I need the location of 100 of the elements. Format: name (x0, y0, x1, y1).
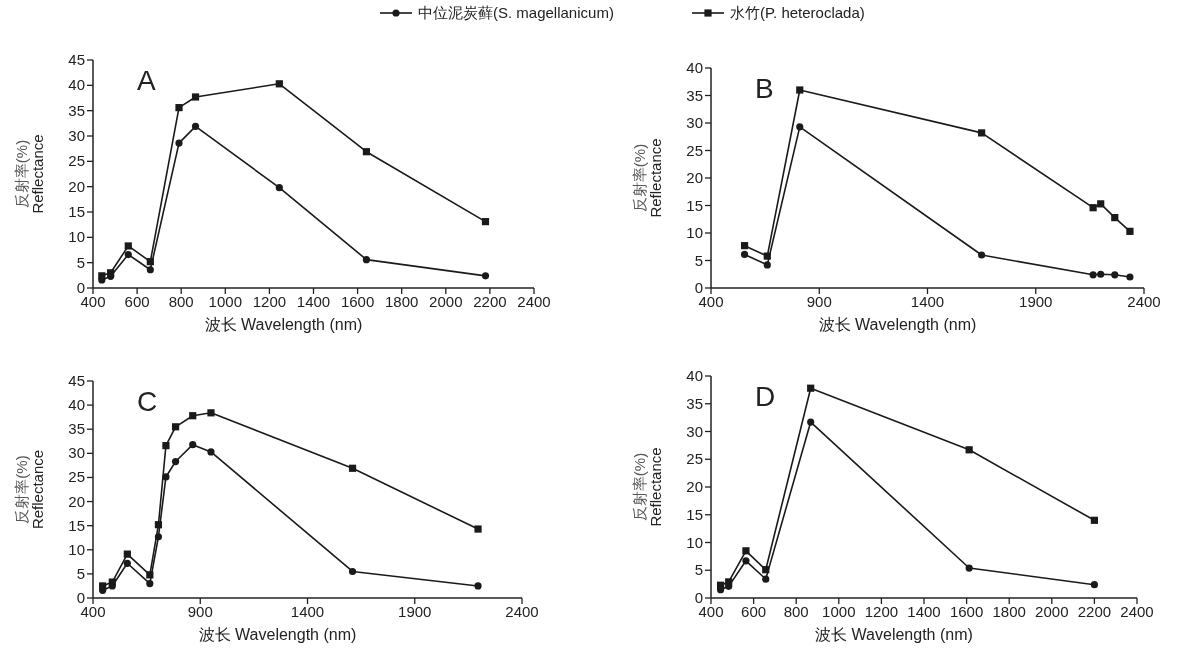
point (362, 256, 371, 264)
y-tick-label: 30 (68, 444, 85, 462)
y-axis-title: 反射率(%) Reflectance (631, 138, 664, 218)
x-tick-label: 400 (80, 603, 106, 620)
y-tick-label: 5 (76, 564, 85, 582)
point (189, 412, 197, 420)
point (146, 266, 154, 274)
y-tick-label: 25 (68, 468, 85, 486)
x-tick-label: 1900 (1019, 293, 1053, 310)
point (191, 93, 200, 101)
annotation: D (755, 381, 776, 412)
x-tick-label: 2200 (473, 293, 507, 310)
y-tick-label: 25 (68, 152, 85, 170)
y-tick-label: 20 (68, 177, 85, 195)
y-tick-label: 15 (686, 196, 703, 214)
point (124, 250, 132, 259)
y-tick-label: 0 (76, 589, 85, 606)
y-tick-label: 0 (76, 279, 85, 296)
legend-label: 中位泥炭藓(S. magellanicum) (418, 4, 614, 21)
legend-label: 水竹(P. heteroclada) (730, 4, 865, 21)
x-tick-label: 1800 (385, 293, 419, 310)
point (362, 148, 371, 156)
point (99, 582, 107, 590)
point (796, 123, 804, 131)
point (1089, 271, 1097, 279)
point (175, 104, 183, 112)
point (742, 547, 750, 555)
x-axis-title: 波长 Wavelength (nm) (204, 316, 363, 333)
point (124, 242, 132, 250)
y-tick-label: 0 (694, 279, 703, 296)
y-tick-label: 35 (68, 101, 85, 119)
point (171, 423, 180, 431)
point (171, 457, 180, 466)
x-tick-label: 1600 (949, 603, 984, 620)
point (1090, 581, 1098, 589)
point (275, 80, 283, 88)
y-tick-label: 35 (68, 420, 85, 438)
point (1111, 214, 1119, 222)
point (1126, 273, 1134, 281)
x-tick-label: 1400 (290, 603, 325, 620)
y-tick-label: 30 (686, 114, 703, 131)
point (1111, 271, 1119, 279)
y-tick-label: 25 (686, 450, 703, 468)
x-tick-label: 1900 (398, 603, 432, 620)
x-tick-label: 2200 (1077, 603, 1112, 620)
x-tick-label: 900 (187, 603, 213, 620)
x-axis-title: 波长 Wavelength (nm) (815, 626, 973, 643)
x-tick-label: 2400 (517, 293, 551, 310)
point (807, 384, 815, 392)
point (740, 242, 749, 250)
point (207, 409, 215, 417)
y-tick-label: 25 (686, 141, 703, 159)
annotation: A (137, 65, 156, 96)
y-tick-label: 35 (686, 86, 703, 104)
y-tick-label: 40 (686, 367, 703, 384)
y-tick-label: 45 (68, 51, 85, 68)
point (1090, 516, 1098, 524)
point (175, 139, 183, 147)
y-tick-label: 10 (68, 228, 85, 246)
point (762, 566, 770, 574)
y-tick-label: 35 (686, 394, 703, 412)
point (146, 258, 154, 266)
x-tick-label: 1000 (208, 293, 242, 310)
y-tick-label: 10 (686, 224, 703, 241)
point (108, 578, 116, 586)
y-tick-label: 40 (68, 396, 85, 414)
annotation: C (137, 386, 158, 417)
x-tick-label: 2400 (1127, 293, 1161, 310)
x-tick-label: 900 (806, 293, 832, 310)
point (481, 272, 490, 280)
x-tick-label: 2000 (1035, 603, 1069, 620)
point (796, 86, 804, 94)
x-tick-label: 1400 (907, 603, 941, 620)
point (189, 441, 197, 449)
annotation: B (755, 73, 774, 104)
x-tick-label: 2000 (429, 293, 463, 310)
point (275, 184, 283, 192)
y-tick-label: 5 (76, 253, 85, 271)
y-axis-title: 反射率(%) Reflectance (631, 447, 664, 527)
point (742, 557, 750, 565)
y-tick-label: 40 (686, 59, 703, 76)
point (154, 521, 163, 529)
point (98, 272, 106, 280)
point (1097, 270, 1105, 278)
x-tick-label: 400 (698, 603, 724, 620)
y-tick-label: 40 (68, 76, 85, 94)
point (481, 218, 490, 226)
y-tick-label: 15 (68, 203, 85, 220)
y-axis-title: 反射率(%) Reflectance (13, 134, 46, 214)
point (978, 251, 986, 259)
y-tick-label: 5 (694, 561, 703, 579)
y-tick-label: 10 (68, 540, 85, 558)
y-tick-label: 20 (68, 492, 85, 510)
x-tick-label: 600 (124, 293, 150, 310)
x-tick-label: 400 (80, 293, 106, 310)
y-tick-label: 30 (68, 127, 85, 144)
point (1126, 227, 1134, 235)
y-tick-label: 5 (694, 251, 703, 269)
x-tick-label: 600 (741, 603, 767, 620)
point (348, 567, 357, 576)
